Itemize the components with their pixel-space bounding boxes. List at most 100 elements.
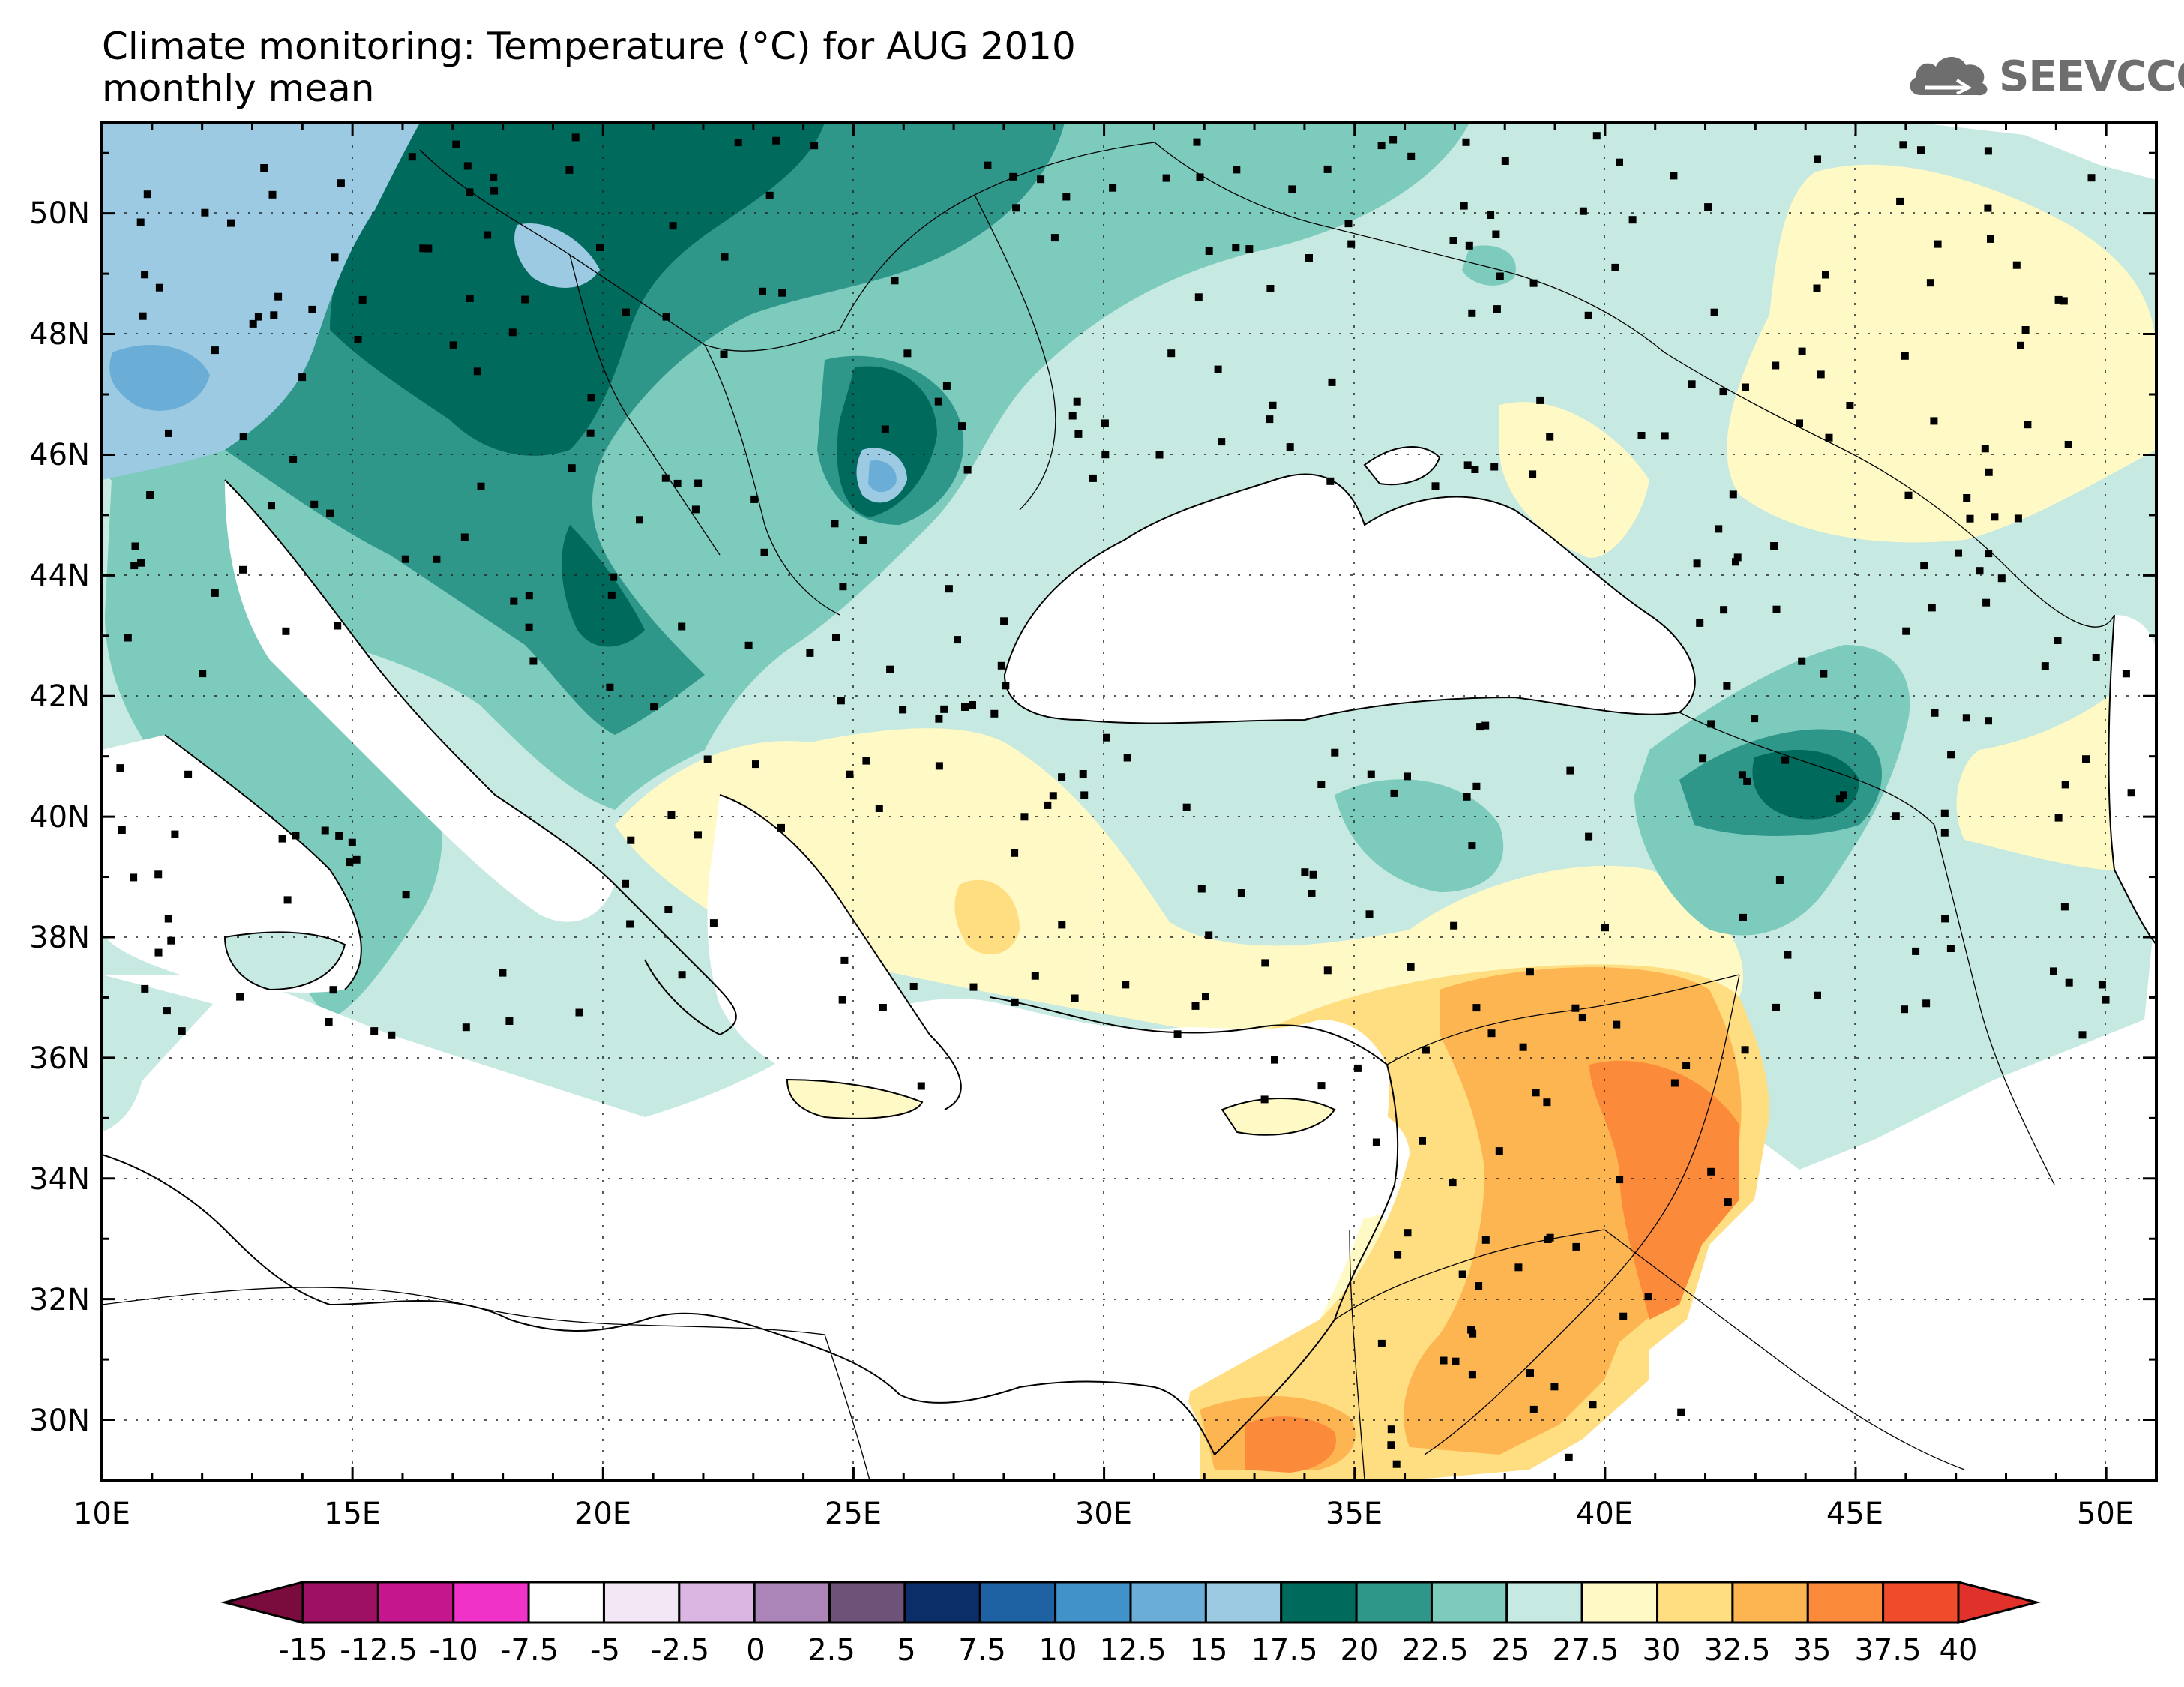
station-marker bbox=[1565, 1453, 1573, 1461]
station-marker bbox=[308, 305, 316, 313]
station-marker bbox=[760, 548, 768, 556]
station-marker bbox=[525, 623, 533, 631]
station-marker bbox=[1122, 981, 1130, 989]
seevccc-logo: SEEVCCC bbox=[1904, 46, 2184, 106]
station-marker bbox=[521, 295, 529, 304]
station-marker bbox=[1637, 432, 1646, 439]
black-sea bbox=[1005, 474, 1695, 724]
station-marker bbox=[1062, 193, 1071, 201]
station-marker bbox=[1892, 812, 1900, 820]
station-marker bbox=[1984, 204, 1992, 212]
station-marker bbox=[352, 855, 361, 864]
axis-ticks bbox=[100, 123, 2158, 1482]
station-marker bbox=[146, 491, 154, 499]
station-marker bbox=[568, 464, 576, 472]
station-marker bbox=[2012, 261, 2021, 269]
station-marker bbox=[1840, 791, 1847, 799]
border-14 bbox=[102, 1287, 825, 1335]
station-marker bbox=[1365, 910, 1374, 918]
field-20-22-5 bbox=[330, 123, 825, 456]
station-marker bbox=[462, 1023, 470, 1032]
border-6 bbox=[1154, 142, 1665, 353]
caspian-sea bbox=[2108, 615, 2156, 945]
station-marker bbox=[1710, 308, 1718, 316]
station-marker bbox=[662, 313, 670, 321]
station-marker bbox=[1962, 714, 1970, 722]
station-marker bbox=[720, 350, 728, 358]
coastline-black-sea bbox=[1003, 473, 1696, 724]
station-marker bbox=[1743, 777, 1751, 785]
sicily-field bbox=[225, 932, 345, 990]
station-marker bbox=[2054, 295, 2063, 304]
station-marker bbox=[2082, 755, 2090, 763]
station-marker bbox=[1323, 165, 1332, 173]
station-marker bbox=[1407, 963, 1415, 971]
map-frame bbox=[100, 121, 2158, 1482]
colorbar-swatch bbox=[903, 1581, 981, 1624]
coastline-mediterranean bbox=[102, 1154, 1215, 1455]
station-marker bbox=[408, 153, 416, 161]
station-marker bbox=[334, 622, 342, 630]
station-marker bbox=[1987, 235, 1994, 243]
map-title: Climate monitoring: Temperature (°C) for… bbox=[102, 25, 1076, 109]
aegean-sea bbox=[707, 795, 961, 1110]
station-marker bbox=[227, 219, 235, 227]
station-marker bbox=[184, 770, 193, 778]
station-marker bbox=[1550, 1383, 1559, 1391]
country-borders bbox=[102, 142, 2115, 1480]
station-marker bbox=[1288, 185, 1296, 193]
station-marker bbox=[1688, 380, 1696, 388]
station-marker bbox=[661, 474, 670, 482]
station-marker bbox=[942, 382, 951, 390]
colorbar-swatch bbox=[678, 1581, 756, 1624]
x-tick-label: 25E bbox=[825, 1497, 882, 1531]
station-marker bbox=[2127, 789, 2135, 797]
station-marker bbox=[268, 190, 277, 199]
colorbar-label: 25 bbox=[1492, 1633, 1530, 1668]
station-marker bbox=[1205, 247, 1213, 255]
station-marker bbox=[1440, 1356, 1448, 1365]
station-marker bbox=[1985, 717, 1992, 725]
station-marker bbox=[329, 986, 337, 994]
station-marker bbox=[477, 482, 485, 490]
station-marker bbox=[958, 422, 966, 430]
station-marker bbox=[401, 555, 409, 563]
station-marker bbox=[1460, 202, 1468, 210]
station-marker bbox=[1472, 782, 1481, 790]
field-30-32-5-east bbox=[1499, 402, 1649, 558]
border-1 bbox=[419, 149, 840, 352]
station-marker bbox=[348, 838, 356, 846]
station-marker bbox=[2092, 654, 2100, 661]
station-marker bbox=[1742, 383, 1749, 391]
station-marker bbox=[1372, 1138, 1380, 1146]
station-marker bbox=[292, 832, 300, 840]
station-marker bbox=[274, 292, 283, 301]
station-marker bbox=[1301, 868, 1309, 876]
station-marker bbox=[449, 341, 457, 349]
station-marker bbox=[859, 536, 867, 544]
station-marker bbox=[1926, 279, 1934, 287]
station-marker bbox=[370, 1027, 379, 1035]
coastline-caspian bbox=[2108, 614, 2156, 945]
station-marker bbox=[1011, 849, 1019, 857]
station-marker bbox=[1546, 1233, 1554, 1242]
station-marker bbox=[1901, 352, 1909, 360]
station-marker bbox=[650, 703, 658, 711]
station-marker bbox=[1462, 138, 1470, 146]
colorbar-swatch bbox=[376, 1581, 455, 1624]
station-marker bbox=[1197, 885, 1206, 893]
x-tick-label: 20E bbox=[574, 1497, 631, 1531]
station-marker bbox=[2122, 670, 2130, 678]
station-marker bbox=[1196, 173, 1204, 181]
station-marker bbox=[452, 140, 460, 148]
station-marker bbox=[1628, 216, 1637, 224]
y-tick-label: 42N bbox=[29, 679, 90, 714]
station-marker bbox=[1931, 709, 1939, 717]
station-marker bbox=[525, 592, 533, 600]
colorbar-label: -15 bbox=[278, 1633, 327, 1668]
station-marker bbox=[1463, 793, 1471, 801]
station-marker bbox=[163, 1007, 171, 1015]
station-marker bbox=[667, 811, 676, 819]
station-marker bbox=[137, 559, 145, 567]
crete-field bbox=[787, 1080, 922, 1119]
